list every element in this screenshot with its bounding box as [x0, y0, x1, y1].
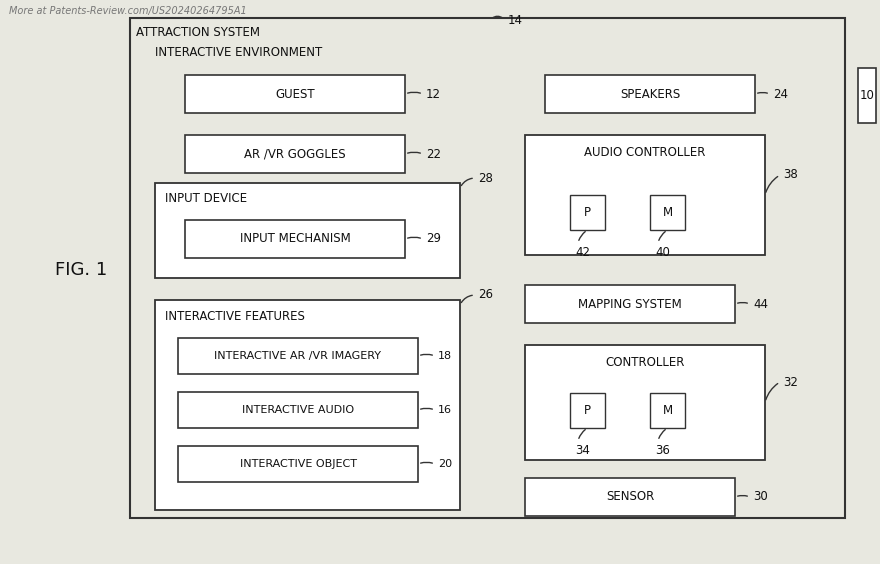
Text: INTERACTIVE FEATURES: INTERACTIVE FEATURES — [165, 310, 304, 323]
Text: INTERACTIVE AR /VR IMAGERY: INTERACTIVE AR /VR IMAGERY — [215, 351, 382, 361]
Text: MAPPING SYSTEM: MAPPING SYSTEM — [578, 297, 682, 311]
Bar — [185, 220, 405, 258]
Text: INTERACTIVE AUDIO: INTERACTIVE AUDIO — [242, 405, 354, 415]
Text: M: M — [663, 404, 672, 417]
Bar — [525, 135, 765, 255]
Text: CONTROLLER: CONTROLLER — [605, 356, 685, 369]
Text: ATTRACTION SYSTEM: ATTRACTION SYSTEM — [136, 25, 260, 38]
Text: 40: 40 — [655, 245, 670, 258]
Bar — [178, 338, 418, 374]
Text: 38: 38 — [783, 169, 798, 182]
Text: 16: 16 — [438, 405, 452, 415]
Text: GUEST: GUEST — [275, 87, 315, 100]
Text: 30: 30 — [753, 491, 767, 504]
Text: 22: 22 — [426, 148, 441, 161]
Bar — [650, 195, 685, 230]
Text: 14: 14 — [508, 14, 523, 27]
Bar — [525, 345, 765, 460]
Bar — [570, 195, 605, 230]
Bar — [155, 300, 460, 510]
Bar — [185, 135, 405, 173]
Text: 29: 29 — [426, 232, 441, 245]
Bar — [570, 393, 605, 428]
Text: P: P — [584, 206, 591, 219]
Text: 20: 20 — [438, 459, 452, 469]
Bar — [650, 393, 685, 428]
Text: AUDIO CONTROLLER: AUDIO CONTROLLER — [584, 147, 706, 160]
Text: P: P — [584, 404, 591, 417]
Bar — [178, 392, 418, 428]
Text: 36: 36 — [655, 443, 670, 456]
Text: 12: 12 — [426, 87, 441, 100]
Bar — [545, 75, 755, 113]
Text: 44: 44 — [753, 297, 768, 311]
Bar — [525, 285, 735, 323]
Text: More at Patents-Review.com/US20240264795A1: More at Patents-Review.com/US20240264795… — [9, 6, 246, 16]
Text: INPUT DEVICE: INPUT DEVICE — [165, 192, 247, 205]
Text: INTERACTIVE ENVIRONMENT: INTERACTIVE ENVIRONMENT — [155, 46, 322, 59]
Text: 28: 28 — [478, 171, 493, 184]
Text: FIG. 1: FIG. 1 — [55, 261, 107, 279]
Text: 10: 10 — [860, 89, 875, 102]
Bar — [525, 478, 735, 516]
Text: INTERACTIVE OBJECT: INTERACTIVE OBJECT — [239, 459, 356, 469]
Bar — [155, 183, 460, 278]
Bar — [858, 68, 876, 123]
Text: INPUT MECHANISM: INPUT MECHANISM — [239, 232, 350, 245]
Text: 32: 32 — [783, 376, 798, 389]
Bar — [130, 18, 845, 518]
Text: SPEAKERS: SPEAKERS — [620, 87, 680, 100]
Bar — [185, 75, 405, 113]
Text: 24: 24 — [773, 87, 788, 100]
Text: 42: 42 — [575, 245, 590, 258]
Text: 18: 18 — [438, 351, 452, 361]
Text: M: M — [663, 206, 672, 219]
Text: AR /VR GOGGLES: AR /VR GOGGLES — [244, 148, 346, 161]
Text: SENSOR: SENSOR — [605, 491, 654, 504]
Bar — [178, 446, 418, 482]
Text: 26: 26 — [478, 289, 493, 302]
Text: 34: 34 — [575, 443, 590, 456]
